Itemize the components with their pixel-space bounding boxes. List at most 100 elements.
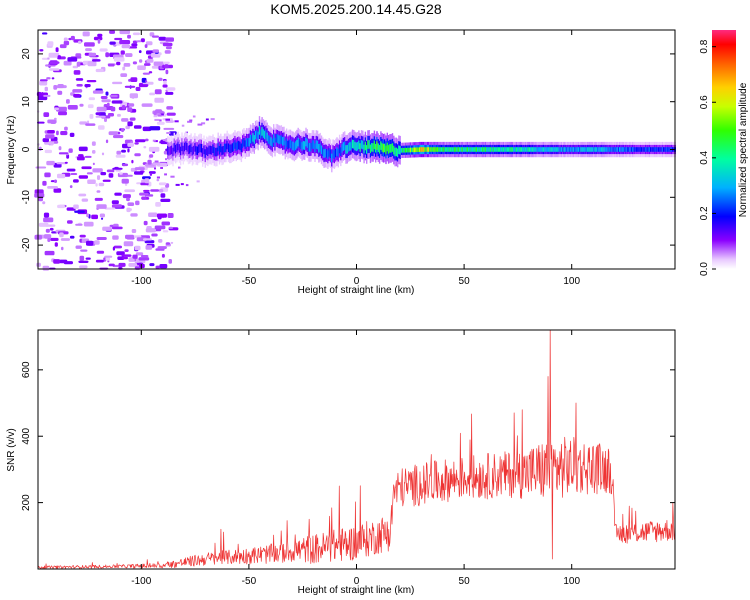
heatmap-cell (39, 146, 42, 151)
heatmap-cell (119, 172, 123, 175)
heatmap-cell (386, 142, 388, 152)
heatmap-cell (37, 121, 45, 124)
heatmap-cell (438, 147, 440, 152)
heatmap-cell (152, 35, 159, 38)
heatmap-cell (126, 207, 131, 213)
heatmap-cell (151, 65, 161, 69)
heatmap-cell (63, 60, 72, 66)
heatmap-cell (94, 197, 103, 201)
heatmap-cell (135, 200, 140, 206)
heatmap-cell (462, 147, 465, 152)
heatmap-cell (155, 202, 161, 207)
heatmap-cell (526, 147, 528, 152)
heatmap-cell (258, 126, 261, 135)
heatmap-cell (104, 207, 116, 210)
heatmap-cell (129, 93, 138, 99)
heatmap-cell (54, 242, 58, 247)
heatmap-cell (354, 141, 356, 151)
heatmap-cell (563, 147, 565, 152)
heatmap-cell (302, 140, 305, 150)
heatmap-cell (163, 80, 167, 85)
heatmap-cell (170, 241, 174, 244)
heatmap-cell (76, 156, 85, 161)
heatmap-cell (520, 147, 523, 152)
heatmap-cell (322, 147, 324, 156)
heatmap-cell (84, 42, 95, 47)
heatmap-cell (101, 99, 111, 103)
heatmap-cell (480, 147, 483, 152)
heatmap-cell (144, 240, 155, 244)
heatmap-cell (144, 44, 148, 48)
heatmap-cell (211, 146, 213, 155)
heatmap-cell (125, 53, 133, 57)
snr-y-axis-label: SNR (v/v) (6, 428, 17, 471)
heatmap-cell (145, 138, 149, 142)
heatmap-cell (125, 234, 134, 239)
heatmap-cell (500, 147, 502, 152)
heatmap-cell (622, 147, 625, 152)
snr-plot-background (38, 330, 675, 569)
heatmap-cell (43, 234, 52, 239)
heatmap-cell (115, 154, 126, 158)
heatmap-cell (320, 145, 323, 155)
heatmap-cell (446, 147, 448, 152)
heatmap-cell (256, 130, 258, 139)
heatmap-cell (602, 147, 604, 152)
heatmap-cell (327, 150, 329, 159)
heatmap-cell (650, 147, 652, 152)
heatmap-cell (86, 172, 93, 175)
heatmap-cell (139, 263, 145, 269)
heatmap-cell (599, 147, 602, 152)
heatmap-cell (262, 129, 265, 138)
heatmap-cell (164, 173, 167, 176)
heatmap-cell (181, 142, 183, 152)
heatmap-cell (375, 143, 377, 153)
heatmap-cell (270, 137, 272, 146)
heatmap-cell (53, 188, 62, 193)
heatmap-cell (537, 147, 540, 152)
heatmap-cell (170, 175, 175, 178)
heatmap-cell (382, 143, 385, 153)
heatmap-cell (166, 87, 176, 91)
heatmap-cell (506, 147, 509, 152)
heatmap-cell (106, 102, 110, 107)
heatmap-cell (449, 147, 452, 152)
heatmap-cell (307, 142, 310, 152)
heatmap-cell (568, 147, 571, 152)
heatmap-cell (349, 142, 351, 151)
heatmap-cell (200, 144, 203, 153)
heatmap-cell (148, 146, 160, 152)
heatmap-cell (487, 147, 489, 152)
heatmap-cell (380, 141, 382, 150)
heatmap-cell (127, 121, 133, 127)
heatmap-cell (128, 103, 135, 107)
heatmap-cell (180, 183, 184, 186)
heatmap-cell (545, 147, 547, 152)
heatmap-cell (174, 120, 179, 123)
heatmap-cell (457, 147, 459, 152)
heatmap-cell (158, 114, 162, 117)
heatmap-cell (571, 147, 573, 152)
heatmap-cell (109, 30, 115, 34)
heatmap-cell (118, 262, 126, 267)
heatmap-cell (155, 109, 162, 113)
heatmap-cell (44, 149, 52, 154)
heatmap-cell (523, 147, 525, 152)
heatmap-cell (562, 147, 564, 152)
heatmap-cell (178, 144, 181, 153)
heatmap-cell (554, 147, 556, 152)
y-tick-label: -10 (21, 190, 32, 205)
heatmap-cell (203, 145, 205, 155)
heatmap-cell (163, 61, 170, 64)
heatmap-cell (50, 138, 54, 142)
heatmap-cell (60, 131, 68, 136)
heatmap-cell (324, 148, 326, 158)
heatmap-cell (306, 139, 308, 148)
heatmap-cell (103, 257, 107, 262)
heatmap-cell (488, 147, 490, 152)
heatmap-cell (50, 237, 59, 241)
heatmap-cell (127, 142, 134, 147)
heatmap-cell (152, 49, 159, 53)
heatmap-cell (151, 233, 158, 237)
